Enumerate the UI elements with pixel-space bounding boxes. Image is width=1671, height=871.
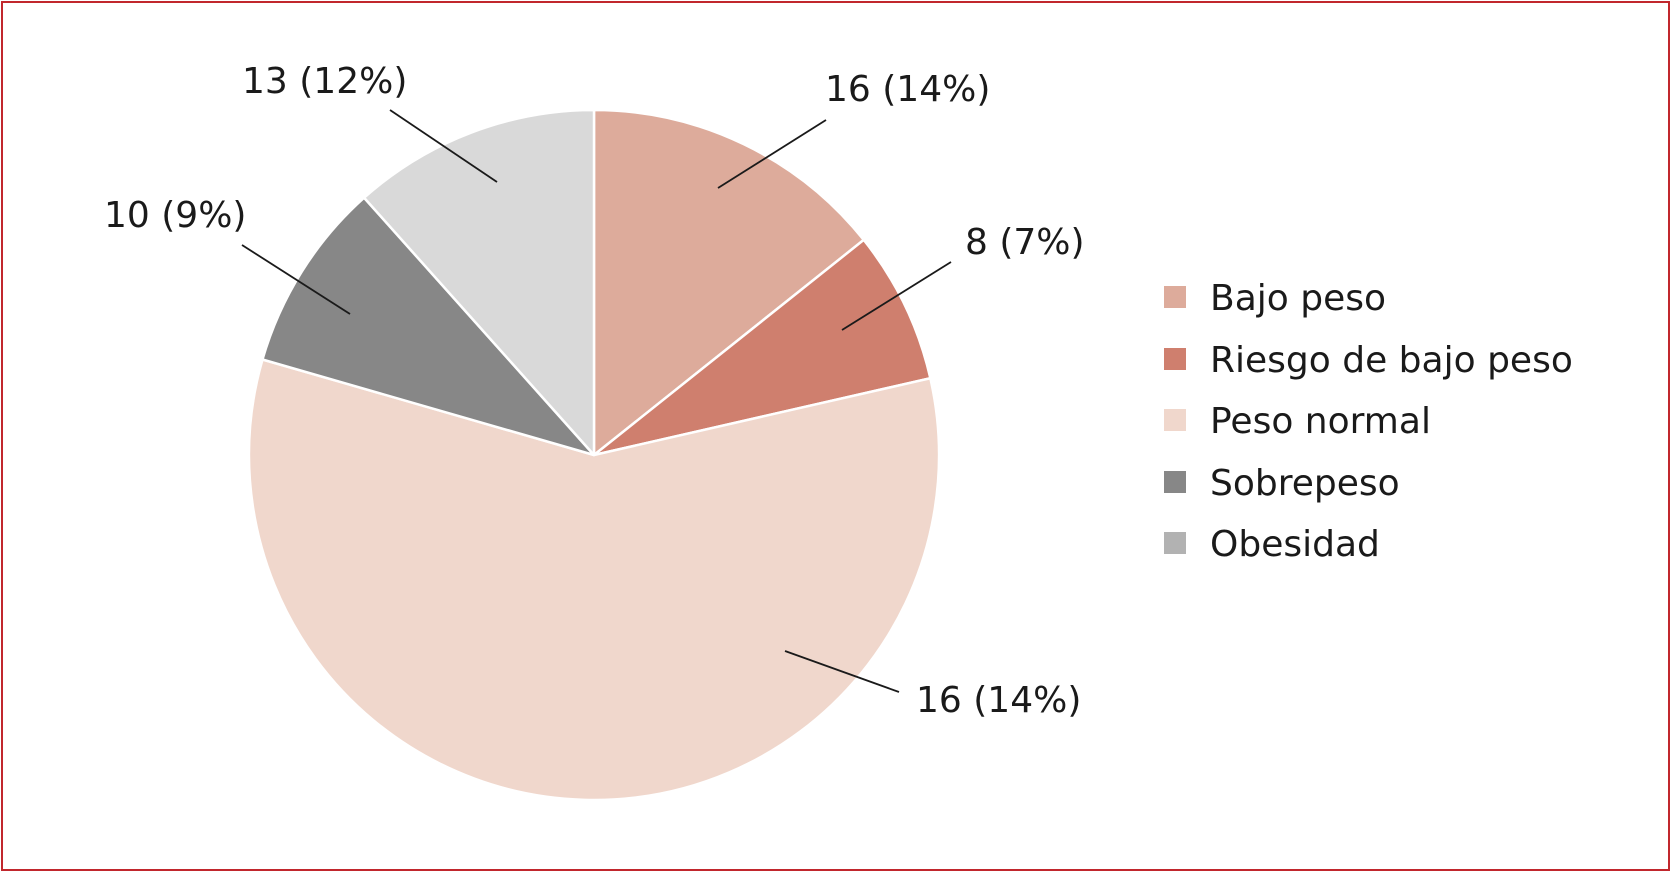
pie-slice-bajo-peso <box>592 108 865 457</box>
legend-swatch-obesidad <box>1164 532 1186 554</box>
pie-slice-riesgo-de-bajo-peso <box>592 238 932 457</box>
pie-slice-sobrepeso <box>261 196 596 457</box>
legend-swatch-peso-normal <box>1164 409 1186 431</box>
leader-line-riesgo-de-bajo-peso <box>841 261 952 331</box>
legend-label-peso-normal: Peso normal <box>1210 401 1431 442</box>
leader-line-bajo-peso <box>717 119 827 189</box>
pie-slice-peso-normal <box>247 358 941 802</box>
legend-swatch-sobrepeso <box>1164 471 1186 493</box>
leader-line-sobrepeso <box>241 244 351 315</box>
data-label-obesidad: 13 (12%) <box>242 61 407 102</box>
leader-line-peso-normal <box>784 650 900 693</box>
data-label-riesgo-de-bajo-peso: 8 (7%) <box>965 222 1085 263</box>
legend: Bajo peso Riesgo de bajo peso Peso norma… <box>1164 278 1573 565</box>
legend-swatch-bajo-peso <box>1164 286 1186 308</box>
legend-label-riesgo-de-bajo-peso: Riesgo de bajo peso <box>1210 340 1573 381</box>
data-label-peso-normal: 16 (14%) <box>916 680 1081 721</box>
leader-lines <box>241 109 952 693</box>
leader-line-obesidad <box>389 109 498 183</box>
data-label-sobrepeso: 10 (9%) <box>104 195 246 236</box>
data-label-bajo-peso: 16 (14%) <box>825 69 990 110</box>
legend-label-bajo-peso: Bajo peso <box>1210 278 1386 319</box>
legend-label-obesidad: Obesidad <box>1210 524 1380 565</box>
legend-swatch-riesgo-de-bajo-peso <box>1164 348 1186 370</box>
pie-slice-obesidad <box>362 108 596 457</box>
legend-label-sobrepeso: Sobrepeso <box>1210 463 1400 504</box>
pie-slices <box>247 108 941 802</box>
